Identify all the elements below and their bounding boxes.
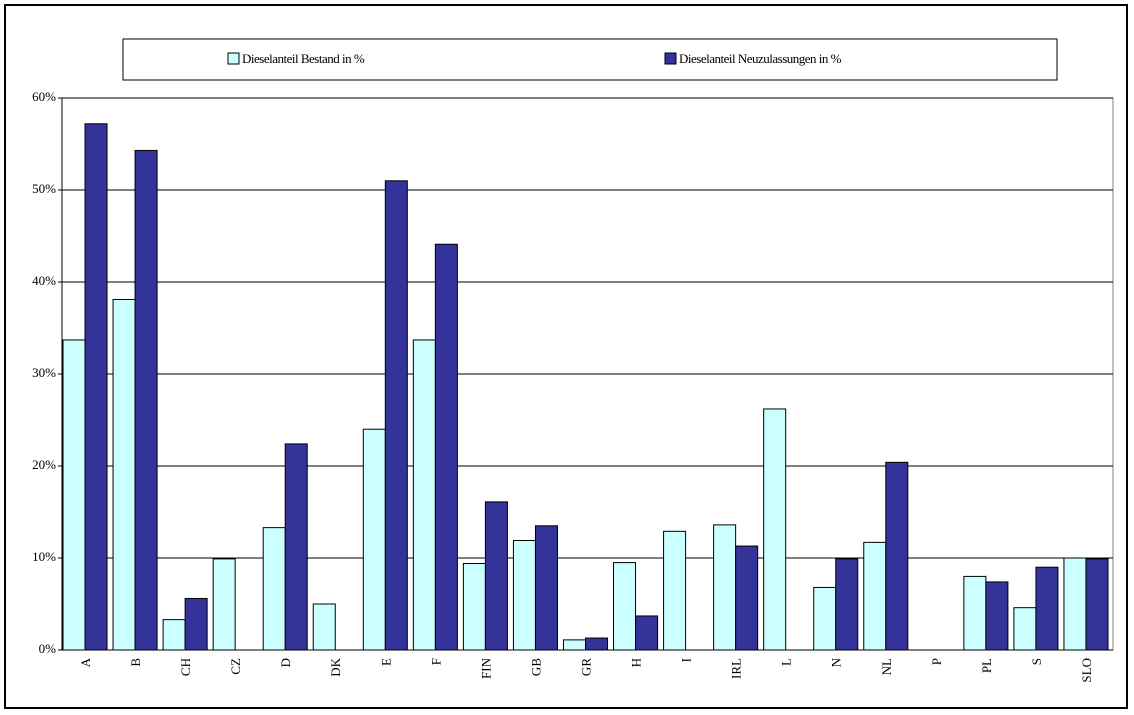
x-tick-label: DK <box>328 657 343 676</box>
bar <box>512 540 536 651</box>
x-tick-label: PL <box>979 658 994 673</box>
x-tick-label: L <box>779 658 794 666</box>
x-tick-label: B <box>128 658 143 667</box>
bar <box>885 461 909 651</box>
bar <box>462 563 486 651</box>
y-tick-label: 20% <box>32 457 56 472</box>
x-tick-label: CZ <box>228 658 243 675</box>
bar <box>262 527 286 651</box>
bar <box>1063 557 1087 651</box>
y-tick-label: 30% <box>32 365 56 380</box>
x-tick-label: FIN <box>478 657 493 679</box>
bar <box>312 603 336 651</box>
x-tick-label: I <box>679 658 694 662</box>
y-tick-label: 50% <box>32 181 56 196</box>
bar <box>112 298 136 651</box>
bar <box>813 586 837 651</box>
legend-label: Dieselanteil Neuzulassungen in % <box>679 51 842 66</box>
legend-swatch <box>227 52 240 65</box>
x-tick-label: GB <box>528 658 543 676</box>
y-tick-label: 0% <box>39 641 57 656</box>
x-tick-label: S <box>1029 658 1044 665</box>
x-tick-label: H <box>629 658 644 667</box>
bar <box>1013 607 1037 651</box>
x-tick-label: CH <box>178 658 193 676</box>
bar <box>62 339 86 651</box>
bar <box>434 243 458 651</box>
bar <box>412 339 436 651</box>
bar <box>284 443 308 651</box>
bar <box>985 581 1009 651</box>
x-tick-label: NL <box>879 658 894 675</box>
bar <box>162 619 186 651</box>
x-tick-label: N <box>829 657 844 667</box>
x-tick-label: E <box>378 658 393 666</box>
bar <box>1035 566 1059 651</box>
bar <box>562 639 586 651</box>
legend-box <box>122 38 1058 81</box>
bar <box>362 428 386 651</box>
bar <box>835 558 859 651</box>
x-tick-label: SLO <box>1079 658 1094 683</box>
x-tick-label: D <box>278 658 293 667</box>
bar <box>735 545 759 651</box>
x-tick-label: P <box>929 658 944 665</box>
bar <box>184 597 208 651</box>
bar <box>384 180 408 651</box>
legend-label: Dieselanteil Bestand in % <box>242 51 365 66</box>
bar <box>713 524 737 651</box>
x-tick-label: GR <box>578 658 593 676</box>
bar <box>613 562 637 651</box>
y-tick-label: 40% <box>32 273 56 288</box>
bar <box>134 149 158 651</box>
bar <box>663 530 687 651</box>
x-tick-label: F <box>428 658 443 665</box>
bar <box>763 408 787 651</box>
x-tick-label: A <box>78 657 93 667</box>
bar <box>534 525 558 651</box>
y-tick-label: 60% <box>32 89 56 104</box>
bar <box>212 558 236 651</box>
bar <box>584 637 609 651</box>
bar <box>635 615 659 651</box>
x-tick-label: IRL <box>729 658 744 679</box>
bar <box>484 501 508 651</box>
bar <box>963 575 987 651</box>
legend-swatch <box>664 52 677 65</box>
bar <box>1085 558 1109 651</box>
y-tick-label: 10% <box>32 549 56 564</box>
bar <box>863 541 887 651</box>
bar <box>84 123 108 651</box>
